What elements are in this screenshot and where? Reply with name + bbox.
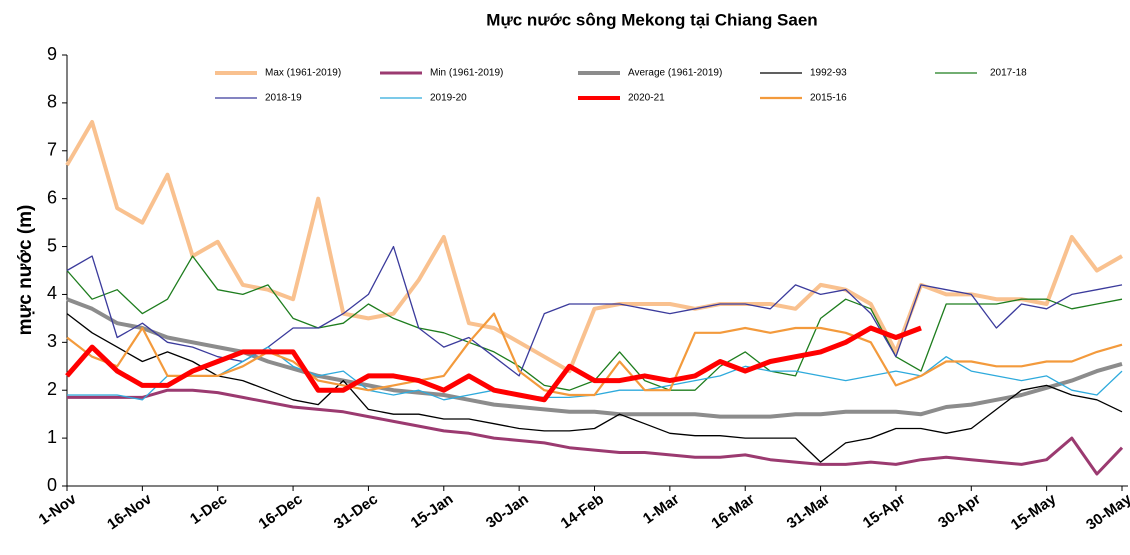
x-tick-label: 16-Dec	[256, 491, 306, 533]
y-axis-label: mực nước (m)	[15, 205, 36, 336]
chart-title: Mực nước sông Mekong tại Chiang Saen	[486, 10, 817, 29]
y-tick-label: 3	[47, 331, 57, 351]
x-tick-label: 1-Dec	[187, 491, 230, 528]
legend-label: Max (1961-2019)	[265, 68, 341, 79]
legend-label: Average (1961-2019)	[628, 68, 722, 79]
legend-label: 2020-21	[628, 93, 665, 104]
x-tick-label: 1-Nov	[36, 490, 80, 528]
x-tick-label: 1-Mar	[640, 491, 683, 528]
legend-label: 2018-19	[265, 93, 302, 104]
series-line	[67, 388, 1124, 476]
legend-label: 2015-16	[810, 93, 847, 104]
legend-label: Min (1961-2019)	[430, 68, 503, 79]
x-tick-label: 30-Apr	[935, 491, 984, 532]
y-tick-label: 0	[47, 475, 57, 495]
series-line	[66, 255, 1123, 391]
y-tick-label: 9	[47, 44, 57, 64]
x-tick-label: 15-May	[1008, 490, 1060, 533]
legend-label: 1992-93	[810, 68, 847, 79]
y-tick-label: 7	[47, 140, 57, 160]
x-tick-label: 15-Apr	[860, 491, 909, 532]
y-tick-label: 8	[47, 92, 57, 112]
y-tick-label: 6	[47, 187, 57, 207]
x-tick-label: 31-Mar	[784, 491, 833, 533]
y-tick-label: 4	[47, 283, 57, 303]
legend-label: 2017-18	[990, 68, 1027, 79]
y-tick-label: 1	[47, 427, 57, 447]
x-tick-label: 16-Mar	[708, 491, 757, 533]
y-tick-label: 5	[47, 235, 57, 255]
series-line	[65, 325, 922, 403]
x-tick-label: 30-Jan	[483, 491, 532, 532]
y-tick-label: 2	[47, 379, 57, 399]
x-tick-label: 14-Feb	[558, 491, 607, 533]
x-tick-label: 30-May	[1083, 490, 1130, 533]
series-line	[66, 313, 1123, 463]
x-tick-label: 16-Nov	[104, 490, 155, 533]
series-line	[66, 312, 1123, 397]
x-tick-label: 15-Jan	[408, 491, 457, 532]
x-tick-label: 31-Dec	[331, 491, 381, 533]
series-line	[65, 120, 1123, 374]
legend-label: 2019-20	[430, 93, 467, 104]
